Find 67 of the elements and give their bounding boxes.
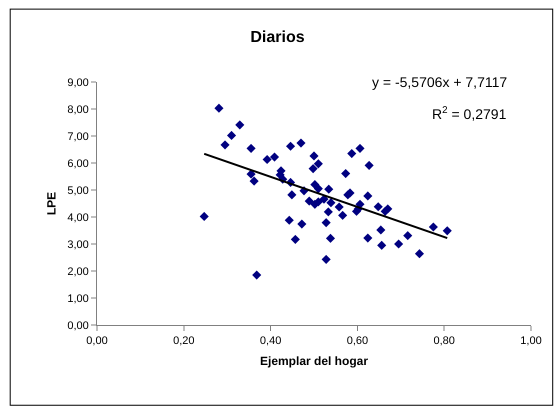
x-tick-label: 0,00 — [86, 335, 108, 348]
point — [364, 160, 374, 170]
point — [326, 198, 336, 208]
y-tick-label: 3,00 — [67, 238, 89, 251]
point — [414, 249, 424, 258]
point — [377, 240, 386, 250]
x-tick-label: 0,60 — [346, 335, 368, 348]
point — [326, 234, 336, 243]
point — [286, 142, 296, 151]
point — [290, 234, 300, 244]
y-tick-label: 1,00 — [67, 292, 89, 305]
point — [374, 202, 383, 212]
x-tick-label: 0,80 — [433, 335, 455, 348]
point — [376, 225, 386, 235]
point — [304, 196, 314, 206]
point — [319, 194, 329, 204]
annotation: R$^{2}$ = 0,2791 — [432, 105, 507, 122]
y-tick-label: 4,00 — [67, 212, 89, 224]
point — [246, 144, 256, 153]
point — [287, 190, 296, 200]
x-tick-label: 0,20 — [173, 335, 195, 348]
point — [214, 104, 224, 113]
point — [394, 239, 404, 249]
point — [296, 138, 306, 148]
point — [383, 204, 392, 214]
point — [324, 207, 333, 216]
point — [355, 144, 365, 153]
point — [403, 231, 412, 240]
point — [250, 176, 259, 186]
point — [347, 149, 356, 158]
x-tick-label: 1,00 — [520, 335, 542, 348]
point — [226, 130, 236, 140]
annotation: y = -5,5706x + 7,7117 — [372, 74, 508, 90]
point — [322, 254, 331, 264]
point — [262, 154, 272, 164]
point — [200, 212, 209, 222]
point — [324, 184, 334, 194]
point — [322, 218, 331, 228]
y-axis-title: LPE — [44, 192, 59, 216]
point — [235, 120, 244, 130]
y-tick-label: 5,00 — [67, 184, 89, 197]
y-tick-label: 8,00 — [67, 104, 89, 116]
point — [297, 219, 306, 229]
point — [284, 216, 294, 225]
y-tick-label: 9,00 — [67, 76, 89, 89]
x-axis-title: Ejemplar del hogar — [260, 354, 368, 368]
point — [308, 164, 318, 174]
point — [314, 184, 323, 194]
point — [270, 152, 280, 162]
y-tick-label: 7,00 — [67, 130, 89, 143]
point — [334, 202, 344, 212]
point — [363, 234, 372, 243]
x-tick-label: 0,40 — [260, 335, 282, 348]
point — [341, 168, 350, 178]
y-tick-label: 0,00 — [67, 320, 89, 332]
point — [252, 270, 262, 280]
point — [363, 191, 372, 200]
point — [246, 170, 256, 179]
point — [338, 210, 348, 220]
chart-title: Diarios — [250, 29, 305, 46]
y-tick-label: 2,00 — [67, 266, 89, 278]
point — [442, 226, 452, 236]
point — [220, 140, 230, 150]
point — [428, 222, 438, 232]
point — [314, 159, 323, 168]
y-tick-label: 6,00 — [67, 158, 89, 170]
point — [309, 151, 319, 161]
